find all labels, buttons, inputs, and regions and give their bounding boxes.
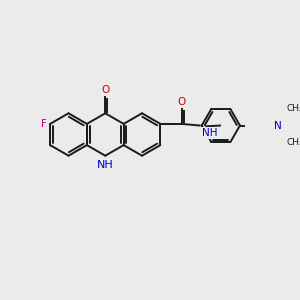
Text: O: O <box>101 85 110 94</box>
Text: CH₃: CH₃ <box>286 138 300 147</box>
Text: CH₃: CH₃ <box>286 104 300 113</box>
Text: O: O <box>178 97 186 107</box>
Text: NH: NH <box>202 128 218 138</box>
Text: F: F <box>41 119 47 129</box>
Text: N: N <box>274 121 282 130</box>
Text: NH: NH <box>97 160 114 170</box>
